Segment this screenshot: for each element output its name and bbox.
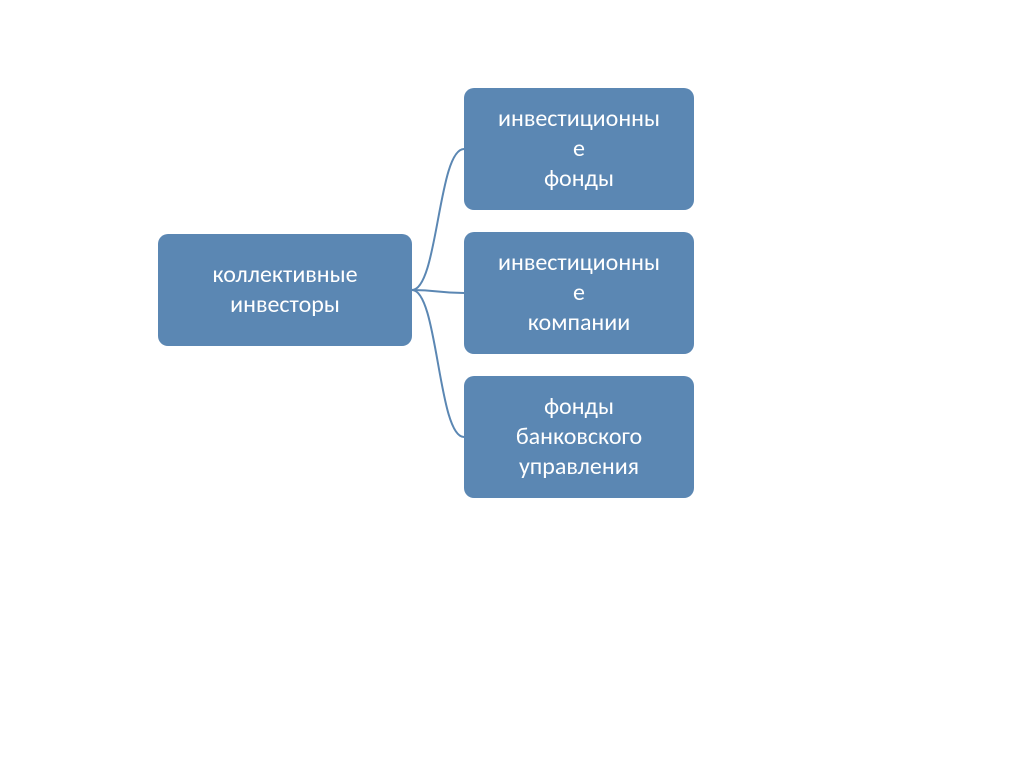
edge-root-child2	[412, 290, 464, 293]
node-root-line: инвесторы	[230, 290, 340, 320]
node-child2-line: компании	[528, 308, 630, 338]
node-child2: инвестиционныекомпании	[464, 232, 694, 354]
edge-root-child3	[412, 290, 464, 437]
node-child1-line: инвестиционны	[498, 104, 660, 134]
node-child1-line: е	[573, 134, 585, 164]
node-child3-line: управления	[519, 452, 639, 482]
node-root-line: коллективные	[212, 260, 357, 290]
node-root: коллективныеинвесторы	[158, 234, 412, 346]
node-child3-line: фонды	[544, 392, 614, 422]
node-child1: инвестиционныефонды	[464, 88, 694, 210]
node-child3: фондыбанковскогоуправления	[464, 376, 694, 498]
node-child3-line: банковского	[516, 422, 642, 452]
node-child2-line: е	[573, 278, 585, 308]
node-child1-line: фонды	[544, 164, 614, 194]
node-child2-line: инвестиционны	[498, 248, 660, 278]
edge-root-child1	[412, 149, 464, 290]
